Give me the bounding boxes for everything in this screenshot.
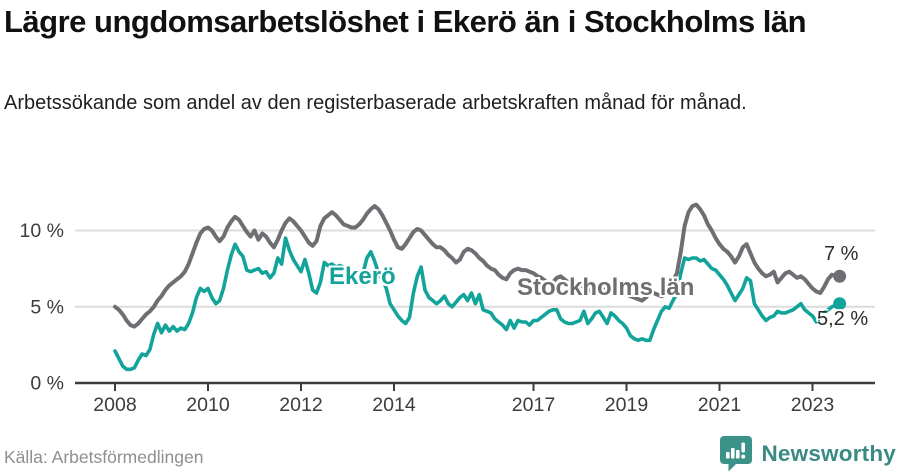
series-line-stockholms-l-n	[113, 202, 842, 329]
newsworthy-wordmark: Newsworthy	[761, 441, 896, 466]
x-tick-label: 2012	[279, 394, 322, 416]
end-value-stockholm: 7 %	[824, 243, 859, 265]
newsworthy-pin-icon	[720, 436, 753, 472]
y-tick-label: 0 %	[30, 373, 64, 395]
page-title: Lägre ungdomsarbetslöshet i Ekerö än i S…	[4, 4, 807, 39]
series-end-dot	[833, 269, 847, 283]
page-subtitle: Arbetssökande som andel av den registerb…	[4, 92, 747, 114]
x-tick-label: 2021	[698, 394, 741, 416]
series-label-ekero: Ekerö	[329, 263, 396, 290]
x-tick-label: 2014	[372, 394, 416, 416]
series-line-eker-	[113, 236, 842, 372]
y-tick-label: 10 %	[20, 220, 64, 242]
x-tick-label: 2023	[791, 394, 834, 416]
x-tick-label: 2008	[93, 394, 136, 416]
series-end-dot	[833, 297, 847, 311]
x-tick-label: 2017	[512, 394, 555, 416]
end-value-ekero: 5,2 %	[817, 308, 869, 330]
y-tick-label: 5 %	[30, 296, 64, 318]
series-label-stockholm: Stockholms län	[517, 274, 695, 301]
newsworthy-brand: Newsworthy	[719, 436, 896, 472]
source-text: Källa: Arbetsförmedlingen	[4, 447, 204, 467]
x-tick-label: 2010	[186, 394, 230, 416]
x-tick-label: 2019	[605, 394, 648, 416]
